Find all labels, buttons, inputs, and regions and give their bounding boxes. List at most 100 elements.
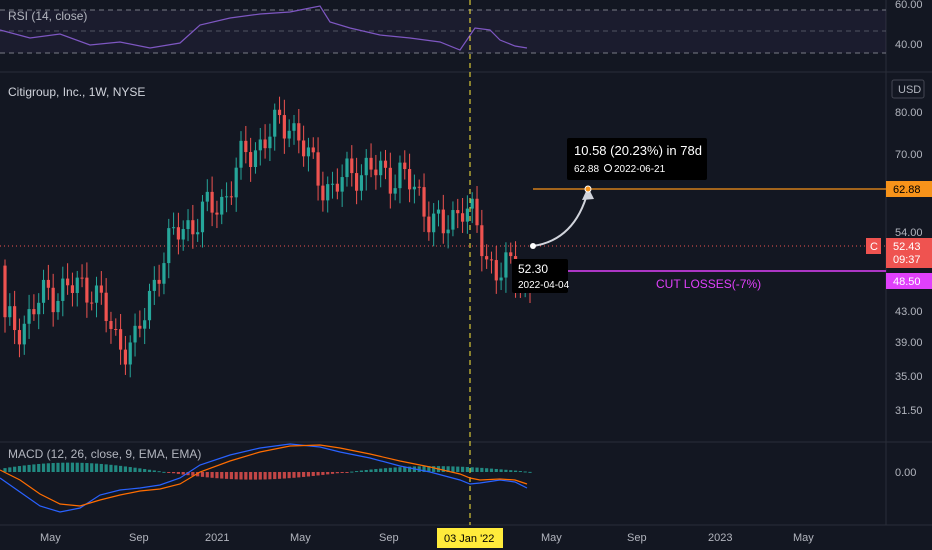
candle-body[interactable] [359, 175, 364, 191]
candle-body[interactable] [114, 328, 118, 330]
candle-body[interactable] [451, 210, 455, 230]
candle-body[interactable] [509, 252, 513, 257]
candle-body[interactable] [340, 177, 344, 192]
candle-body[interactable] [143, 320, 147, 329]
candle-body[interactable] [56, 300, 60, 313]
candle-body[interactable] [489, 259, 494, 261]
candle-body[interactable] [432, 213, 436, 233]
candle-body[interactable] [152, 279, 156, 291]
candle-body[interactable] [273, 109, 277, 137]
candle-body[interactable] [27, 309, 31, 324]
candle-body[interactable] [470, 198, 474, 209]
candle-body[interactable] [249, 152, 253, 168]
candle-body[interactable] [355, 173, 359, 191]
candle-body[interactable] [224, 196, 229, 198]
candle-body[interactable] [61, 278, 65, 301]
candle-body[interactable] [480, 225, 484, 257]
candle-body[interactable] [196, 232, 200, 235]
candle-body[interactable] [171, 227, 176, 229]
candle-body[interactable] [118, 329, 123, 350]
candle-body[interactable] [403, 162, 407, 170]
candle-body[interactable] [229, 196, 233, 198]
candle-body[interactable] [80, 277, 84, 279]
candle-body[interactable] [90, 302, 94, 304]
candle-body[interactable] [326, 184, 330, 201]
candle-body[interactable] [321, 185, 325, 201]
candle-body[interactable] [412, 186, 417, 190]
candle-body[interactable] [51, 287, 55, 313]
candle-body[interactable] [504, 252, 508, 278]
candle-body[interactable] [335, 183, 339, 192]
candle-body[interactable] [147, 290, 152, 321]
candle-body[interactable] [85, 277, 89, 303]
candle-body[interactable] [292, 123, 296, 131]
candle-body[interactable] [350, 158, 354, 174]
candle-body[interactable] [417, 186, 421, 188]
candle-body[interactable] [104, 292, 108, 322]
candle-body[interactable] [499, 277, 503, 281]
candle-body[interactable] [436, 209, 441, 214]
candle-body[interactable] [287, 130, 291, 139]
candle-body[interactable] [446, 229, 450, 234]
candle-body[interactable] [22, 323, 26, 345]
candle-body[interactable] [13, 306, 17, 331]
candle-body[interactable] [407, 169, 412, 190]
candle-body[interactable] [306, 147, 311, 157]
candle-body[interactable] [427, 216, 431, 233]
candle-body[interactable] [277, 109, 282, 116]
candle-body[interactable] [364, 157, 368, 176]
candle-body[interactable] [200, 201, 205, 233]
candle-body[interactable] [234, 167, 238, 198]
candle-body[interactable] [75, 277, 79, 293]
candle-body[interactable] [181, 229, 185, 240]
candle-body[interactable] [123, 349, 128, 365]
candle-body[interactable] [138, 325, 142, 329]
candle-body[interactable] [133, 325, 137, 343]
candle-body[interactable] [215, 212, 219, 215]
candle-body[interactable] [17, 330, 22, 345]
candle-body[interactable] [244, 140, 248, 153]
candle-body[interactable] [128, 342, 132, 365]
candle-body[interactable] [46, 279, 50, 288]
candle-body[interactable] [109, 321, 113, 329]
candle-body[interactable] [345, 158, 349, 178]
candle-body[interactable] [70, 285, 75, 293]
candle-body[interactable] [297, 123, 301, 141]
candle-body[interactable] [220, 196, 224, 215]
candle-body[interactable] [398, 162, 402, 189]
candle-body[interactable] [176, 227, 180, 240]
candle-body[interactable] [186, 220, 190, 230]
candle-body[interactable] [494, 260, 498, 281]
candle-body[interactable] [157, 279, 161, 284]
candle-body[interactable] [282, 115, 286, 139]
candle-body[interactable] [162, 263, 166, 284]
candle-body[interactable] [374, 169, 378, 176]
candle-body[interactable] [383, 160, 388, 168]
candle-body[interactable] [37, 302, 41, 315]
candle-body[interactable] [316, 152, 320, 186]
candle-body[interactable] [253, 150, 258, 168]
candle-body[interactable] [210, 191, 214, 213]
candle-body[interactable] [268, 136, 272, 149]
candle-body[interactable] [456, 210, 460, 214]
measure-end-point[interactable] [584, 185, 592, 193]
price-axis[interactable]: 80.00 70.00 54.00 43.00 39.00 35.00 31.5… [895, 107, 923, 417]
candle-body[interactable] [475, 198, 479, 226]
candle-body[interactable] [441, 209, 445, 234]
candle-body[interactable] [167, 228, 171, 264]
candle-body[interactable] [191, 220, 195, 235]
candle-body[interactable] [41, 279, 46, 303]
candle-body[interactable] [239, 140, 243, 168]
candle-body[interactable] [422, 187, 426, 217]
candle-body[interactable] [302, 140, 306, 157]
candle-body[interactable] [311, 147, 315, 153]
measure-start-point[interactable] [530, 243, 536, 249]
candle-body[interactable] [94, 285, 99, 303]
candle-body[interactable] [99, 285, 103, 293]
candle-body[interactable] [393, 188, 397, 194]
currency-badge[interactable] [891, 79, 925, 99]
candle-body[interactable] [263, 139, 267, 149]
candle-body[interactable] [465, 208, 469, 222]
candle-body[interactable] [205, 191, 209, 202]
